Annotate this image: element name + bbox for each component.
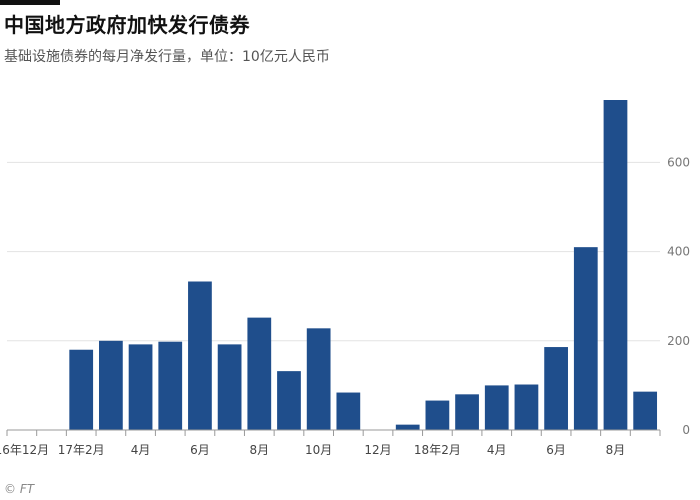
- bar: [247, 317, 272, 430]
- bar: [158, 341, 183, 430]
- top-accent-bar: [0, 0, 60, 5]
- y-tick-label: 200: [667, 334, 690, 348]
- bar: [128, 344, 153, 430]
- y-tick-label: 0: [682, 423, 690, 437]
- source-credit: © FT: [4, 482, 35, 496]
- x-tick-label: 6月: [190, 443, 210, 457]
- bar: [336, 392, 361, 430]
- chart-subtitle: 基础设施债券的每月净发行量，单位：10亿元人民币: [4, 49, 330, 65]
- bar: [188, 281, 212, 430]
- x-tick-label: 4月: [131, 443, 151, 457]
- bar: [633, 391, 658, 430]
- bar: [455, 394, 479, 430]
- y-tick-label: 600: [667, 155, 690, 169]
- x-tick-label: 8月: [606, 443, 626, 457]
- x-tick-label: 4月: [487, 443, 507, 457]
- bars-layer: [69, 100, 658, 430]
- x-tick-label: 12月: [364, 443, 391, 457]
- bar: [217, 344, 242, 430]
- bar: [425, 400, 450, 430]
- grid-layer: [7, 161, 660, 342]
- bar: [544, 347, 568, 430]
- x-tick-label: 16年12月: [0, 443, 49, 457]
- bar: [395, 424, 420, 430]
- y-tick-label: 400: [667, 245, 690, 259]
- bar: [306, 328, 331, 430]
- x-tick-label: 17年2月: [58, 443, 105, 457]
- bar: [99, 340, 123, 430]
- bar: [514, 384, 539, 430]
- x-tick-label: 10月: [305, 443, 332, 457]
- bar: [484, 385, 509, 430]
- bar: [573, 247, 598, 430]
- axis-layer: 0 200 400 600 16年12月 17年2月 4月 6月 8月 10月 12月 18年2月 4月…: [0, 155, 690, 457]
- x-tick-label: 6月: [546, 443, 566, 457]
- bar: [603, 100, 628, 430]
- bar: [277, 371, 301, 430]
- x-tick-label: 18年2月: [414, 443, 461, 457]
- chart-title: 中国地方政府加快发行债券: [4, 13, 250, 37]
- bar: [69, 349, 94, 430]
- x-tick-label: 8月: [249, 443, 269, 457]
